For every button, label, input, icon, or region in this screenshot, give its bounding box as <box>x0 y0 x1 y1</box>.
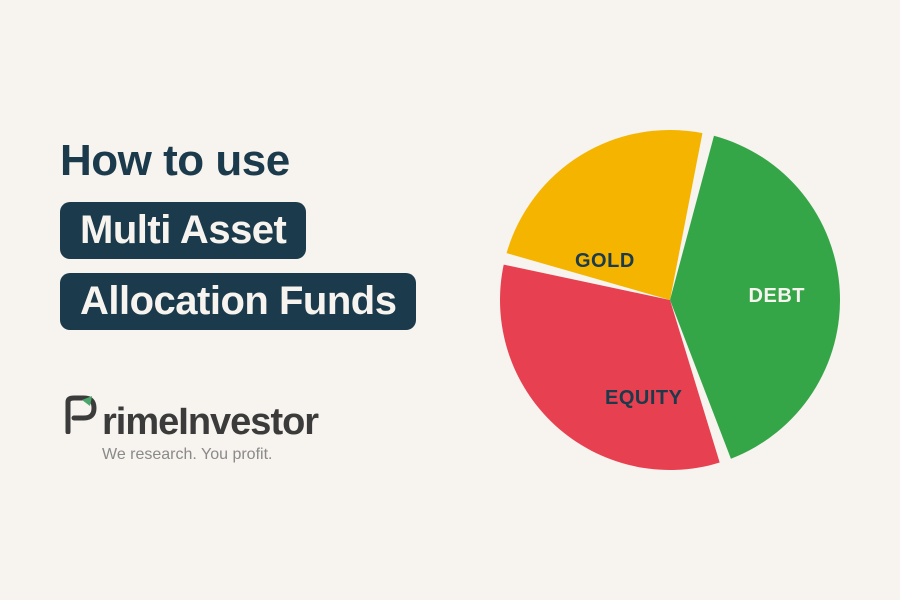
logo-text: rimeInvestor <box>102 401 318 444</box>
pie-label-debt: DEBT <box>749 285 805 308</box>
infographic-container: How to use Multi Asset Allocation Funds … <box>60 130 840 470</box>
text-section: How to use Multi Asset Allocation Funds … <box>60 136 416 464</box>
pie-label-gold: GOLD <box>575 250 635 273</box>
pie-label-equity: EQUITY <box>605 387 682 410</box>
logo-wrap: rimeInvestor <box>60 394 416 444</box>
title-highlight-1: Multi Asset <box>60 202 306 259</box>
brand-logo: rimeInvestor We research. You profit. <box>60 394 416 464</box>
pie-chart: GOLD DEBT EQUITY <box>500 130 840 470</box>
logo-p-icon <box>60 394 100 439</box>
title-highlight-2: Allocation Funds <box>60 273 416 330</box>
logo-tagline: We research. You profit. <box>102 446 416 464</box>
title-line-1: How to use <box>60 136 416 186</box>
